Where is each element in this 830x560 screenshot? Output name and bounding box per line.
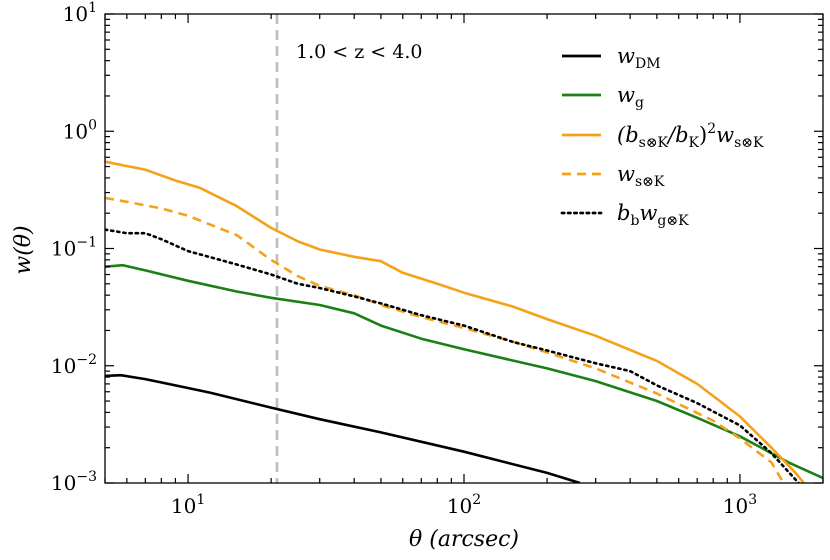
- legend-label-3: ws⊗K: [617, 162, 665, 190]
- series-line-0: [105, 373, 581, 483]
- series-layer: [105, 160, 823, 483]
- series-line-4: [105, 228, 801, 483]
- y-tick-label: 100: [63, 117, 97, 143]
- tick-labels-layer: 101 102 103 10−3 10−2 10−1 100 101: [51, 0, 757, 518]
- y-tick-label: 10−2: [51, 352, 97, 378]
- ticks-layer: [104, 13, 824, 484]
- y-tick-label: 10−3: [51, 469, 97, 495]
- legend-label-2: (bs⊗K/bK)2ws⊗K: [617, 121, 764, 151]
- x-tick-label: 101: [171, 492, 205, 518]
- series-line-3: [105, 196, 786, 483]
- x-axis-title: θ (arcsec): [409, 527, 519, 552]
- series-line-2: [105, 160, 806, 483]
- y-tick-label: 10−1: [51, 235, 97, 261]
- x-tick-label: 103: [723, 492, 757, 518]
- y-axis-title: w(θ): [11, 225, 36, 274]
- legend-label-1: wg: [617, 83, 644, 111]
- y-tick-label: 101: [63, 0, 97, 26]
- legend-label-0: wDM: [617, 44, 661, 72]
- legend-label-4: bbwg⊗K: [617, 201, 689, 229]
- x-tick-label: 102: [447, 492, 481, 518]
- redshift-annotation: 1.0 < z < 4.0: [296, 41, 422, 63]
- series-line-1: [105, 263, 823, 480]
- legend: wDM wg (bs⊗K/bK)2ws⊗K ws⊗K bbwg⊗K: [560, 44, 764, 229]
